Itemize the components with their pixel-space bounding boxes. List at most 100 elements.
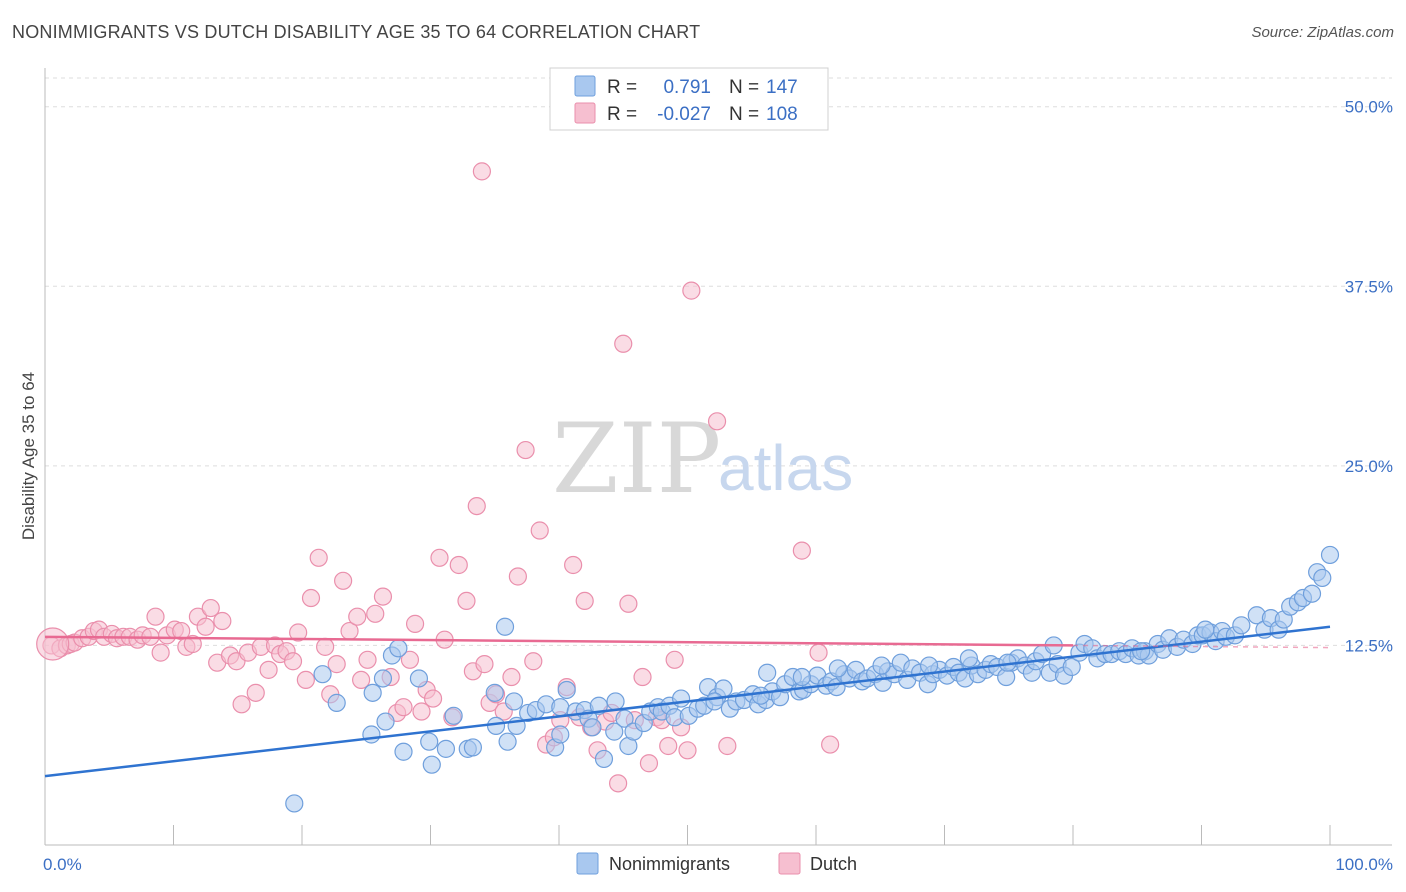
dutch-point-89: [609, 774, 628, 793]
dutch-point-105: [809, 643, 828, 662]
legend-r-label-2: R =: [607, 104, 637, 125]
nonimmigrants-point-17: [485, 683, 504, 702]
nonimmigrants-point-5: [373, 669, 393, 688]
nonimmigrants-point-152: [872, 656, 891, 675]
x-tick-label-1: 100.0%: [1335, 855, 1393, 874]
dutch-point-90: [614, 334, 633, 353]
bottom-legend-label-nonimmigrants: Nonimmigrants: [609, 854, 730, 874]
legend-n-label-2: N =: [729, 104, 759, 125]
nonimmigrants-point-1: [313, 665, 332, 684]
nonimmigrants-point-27: [551, 725, 570, 744]
legend-n-value-2: 108: [766, 104, 798, 125]
dutch-point-41: [296, 670, 315, 690]
dutch-point-66: [457, 591, 476, 611]
nonimmigrants-point-107: [1062, 657, 1081, 677]
source-label: Source: ZipAtlas.com: [1251, 24, 1394, 41]
dutch-point-102: [707, 412, 727, 431]
nonimmigrants-point-28: [551, 698, 570, 717]
axes: [44, 68, 1392, 846]
nonimmigrants-point-144: [1313, 568, 1332, 588]
dutch-point-104: [792, 541, 811, 560]
nonimmigrants-point-14: [444, 706, 463, 725]
nonimmigrants-point-33: [583, 718, 602, 737]
y-tick-label-1: 25.0%: [1345, 457, 1393, 476]
watermark-atlas: atlas: [718, 432, 853, 504]
dutch-point-23: [183, 634, 202, 654]
legend-n-value-1: 147: [766, 77, 798, 98]
nonimmigrants-point-147: [1132, 642, 1151, 661]
nonimmigrants-point-154: [792, 667, 811, 687]
legend-box-frame: [549, 67, 829, 131]
y-tick-label-3: 50.0%: [1345, 98, 1393, 117]
nonimmigrants-point-6: [376, 712, 395, 731]
dutch-point-51: [358, 650, 377, 669]
dutch-point-107: [472, 162, 491, 181]
dutch-point-103: [718, 736, 737, 756]
x-tick-label-0: 0.0%: [43, 855, 82, 874]
nonimmigrants-point-61: [758, 663, 777, 682]
dutch-point-46: [327, 655, 346, 674]
dutch-point-98: [665, 650, 684, 669]
nonimmigrants-point-133: [1232, 616, 1251, 635]
nonimmigrants-point-0: [285, 794, 304, 813]
nonimmigrants-point-35: [594, 749, 614, 769]
nonimmigrants-point-10: [409, 669, 429, 688]
nonimmigrants-point-9: [394, 742, 413, 761]
dutch-point-47: [334, 571, 353, 590]
nonimmigrants-points: [285, 545, 1340, 813]
tick-labels: 12.5% 25.0% 37.5% 50.0% 0.0% 100.0%: [43, 98, 1393, 874]
dutch-point-49: [348, 607, 367, 626]
gridlines: [45, 77, 1392, 646]
legend-n-label-1: N =: [729, 77, 759, 98]
dutch-point-43: [309, 548, 328, 567]
watermark-zip: ZIP: [552, 403, 721, 515]
dutch-point-25: [196, 617, 215, 636]
nonimmigrants-point-36: [605, 722, 624, 741]
dutch-point-17: [146, 607, 165, 626]
dutch-point-91: [619, 594, 638, 613]
nonimmigrants-point-142: [1302, 584, 1322, 603]
nonimmigrants-point-146: [1196, 620, 1215, 639]
nonimmigrants-point-19: [498, 732, 517, 751]
y-tick-label-0: 12.5%: [1345, 636, 1393, 655]
dutch-trendline-extension: [1072, 644, 1331, 649]
dutch-point-94: [639, 754, 659, 773]
dutch-point-84: [575, 591, 594, 611]
legend-swatch-nonimmigrants: [574, 75, 596, 97]
legend-r-value-1: 0.791: [663, 77, 711, 98]
dutch-point-28: [213, 611, 232, 631]
nonimmigrants-point-29: [557, 680, 576, 700]
nonimmigrants-point-13: [436, 739, 456, 758]
dutch-point-61: [423, 689, 443, 708]
dutch-trendline: [44, 635, 1074, 647]
nonimmigrants-point-11: [420, 732, 439, 751]
nonimmigrants-point-150: [959, 649, 979, 668]
dutch-point-62: [430, 548, 449, 567]
dutch-point-44: [316, 637, 335, 656]
dutch-point-56: [394, 698, 413, 717]
dutch-point-76: [524, 652, 543, 671]
nonimmigrants-point-8: [389, 639, 408, 658]
dutch-point-82: [564, 555, 583, 575]
dutch-point-18: [151, 643, 170, 662]
dutch-point-40: [289, 623, 308, 642]
bottom-legend: Nonimmigrants Dutch: [576, 852, 857, 875]
y-axis-label: Disability Age 35 to 64: [19, 372, 38, 540]
legend-box: R = 0.791 N = 147 R = -0.027 N = 108: [549, 67, 829, 131]
dutch-point-50: [352, 670, 371, 690]
nonimmigrants-point-47: [671, 689, 691, 708]
nonimmigrants-trendline: [44, 625, 1331, 778]
dutch-point-75: [516, 440, 535, 460]
dutch-point-93: [633, 667, 652, 687]
nonimmigrants-point-38: [615, 709, 634, 728]
dutch-point-97: [659, 736, 678, 756]
dutch-point-52: [366, 604, 385, 623]
dutch-cluster-point: [36, 627, 70, 661]
dutch-point-35: [259, 660, 278, 679]
dutch-point-57: [400, 650, 420, 669]
nonimmigrants-point-2: [327, 693, 346, 712]
y-tick-label-2: 37.5%: [1345, 277, 1393, 296]
nonimmigrants-point-16: [463, 738, 483, 757]
nonimmigrants-point-4: [362, 725, 381, 744]
